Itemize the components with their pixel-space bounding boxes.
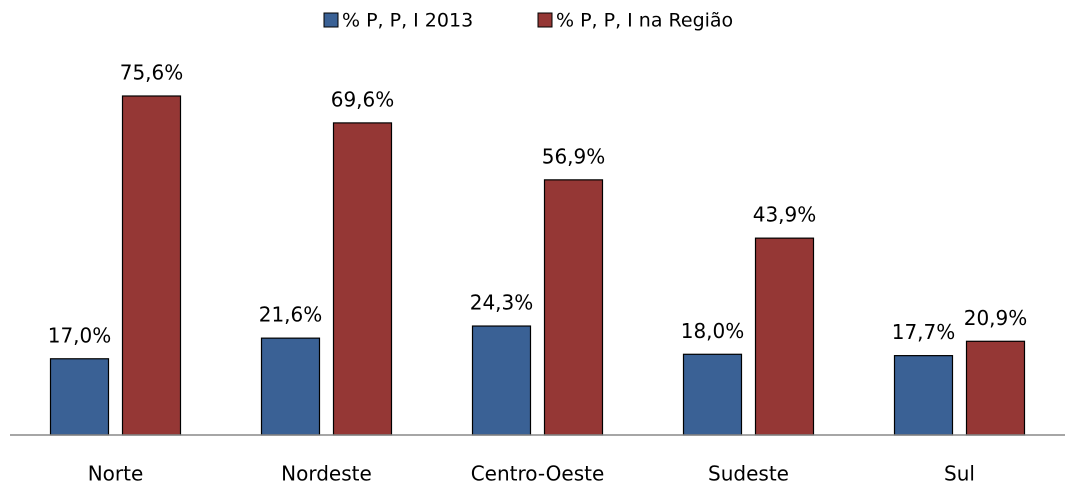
- data-label: 18,0%: [681, 319, 745, 343]
- data-label: 75,6%: [120, 61, 184, 85]
- x-tick-label: Norte: [88, 462, 144, 486]
- x-tick-label: Sul: [944, 462, 975, 486]
- bar: [965, 340, 1026, 436]
- data-label: 21,6%: [259, 303, 323, 327]
- bar: [893, 355, 954, 436]
- legend-swatch: [323, 12, 339, 28]
- data-label: 20,9%: [964, 306, 1028, 330]
- data-label: 43,9%: [753, 203, 817, 227]
- data-label: 24,3%: [470, 291, 534, 315]
- bar: [471, 325, 532, 436]
- bar: [754, 237, 815, 436]
- data-label: 17,0%: [48, 323, 112, 347]
- bar: [49, 358, 110, 436]
- bar: [332, 122, 393, 436]
- legend-swatch: [537, 12, 553, 28]
- bar: [121, 95, 182, 436]
- legend-label: % P, P, I 2013: [342, 10, 473, 32]
- bar: [543, 179, 604, 436]
- legend-label: % P, P, I na Região: [556, 10, 733, 32]
- x-tick-label: Nordeste: [281, 462, 372, 486]
- data-label: 69,6%: [331, 87, 395, 111]
- data-label: 17,7%: [892, 320, 956, 344]
- bar: [260, 337, 321, 436]
- x-tick-label: Sudeste: [708, 462, 789, 486]
- data-label: 56,9%: [542, 144, 606, 168]
- x-tick-label: Centro-Oeste: [471, 462, 605, 486]
- bar: [682, 353, 743, 436]
